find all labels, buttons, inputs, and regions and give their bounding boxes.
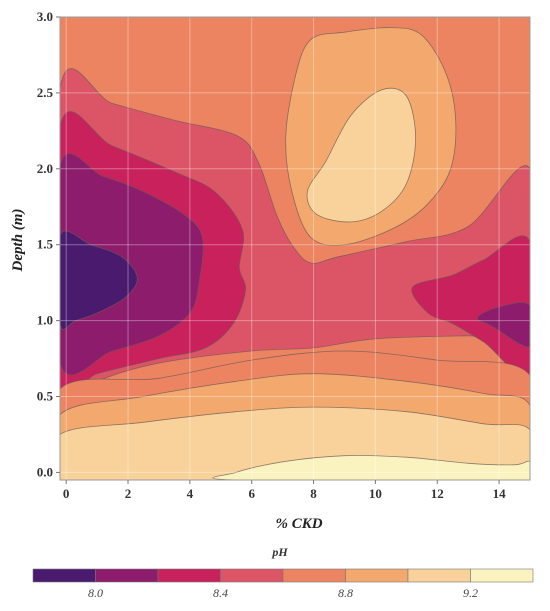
- colorbar-swatch: [407, 568, 471, 583]
- colorbar-tick-label: 8.8: [338, 586, 353, 600]
- colorbar-title: pH: [271, 545, 288, 559]
- x-tick-label: 14: [493, 486, 507, 501]
- colorbar: [32, 568, 534, 583]
- y-tick-label: 3.0: [37, 9, 53, 24]
- y-axis-ticks: 0.0 0.5 1.0 1.5 2.0 2.5 3.0: [37, 9, 60, 479]
- y-tick-label: 1.5: [37, 237, 54, 252]
- x-tick-label: 8: [310, 486, 317, 501]
- x-tick-label: 6: [248, 486, 255, 501]
- y-tick-label: 0.0: [37, 464, 53, 479]
- grid: [60, 17, 530, 480]
- colorbar-swatch: [345, 568, 409, 583]
- contour-region-8.1: [60, 153, 204, 376]
- y-tick-label: 2.0: [37, 161, 53, 176]
- contour-region-7.9: [60, 230, 138, 330]
- colorbar-swatch: [470, 568, 534, 583]
- y-axis-label: Depth (m): [10, 209, 26, 273]
- contour-region-8.1: [476, 302, 530, 348]
- colorbar-swatch: [32, 568, 96, 583]
- x-tick-label: 0: [63, 486, 70, 501]
- colorbar-swatch: [157, 568, 221, 583]
- colorbar-tick-label: 8.0: [88, 586, 103, 600]
- y-tick-label: 0.5: [37, 389, 54, 404]
- colorbar-tick-label: 9.2: [463, 586, 478, 600]
- contour-region-9.1: [306, 87, 417, 223]
- y-tick-label: 2.5: [37, 85, 54, 100]
- x-tick-label: 2: [125, 486, 132, 501]
- x-tick-label: 12: [431, 486, 444, 501]
- contour-region-9.3: [212, 455, 530, 480]
- x-axis-label: % CKD: [275, 516, 322, 532]
- plot-frame: [59, 16, 531, 481]
- plot-area: [60, 17, 530, 480]
- colorbar-swatch: [95, 568, 159, 583]
- colorbar-swatch: [282, 568, 346, 583]
- x-tick-label: 4: [187, 486, 194, 501]
- colorbar-swatch: [220, 568, 284, 583]
- colorbar-ticks: 8.0 8.4 8.8 9.2: [88, 586, 478, 600]
- colorbar-tick-label: 8.4: [213, 586, 228, 600]
- y-tick-label: 1.0: [37, 313, 53, 328]
- x-tick-label: 10: [369, 486, 382, 501]
- x-axis-ticks: 0 2 4 6 8 10 12 14: [63, 480, 506, 501]
